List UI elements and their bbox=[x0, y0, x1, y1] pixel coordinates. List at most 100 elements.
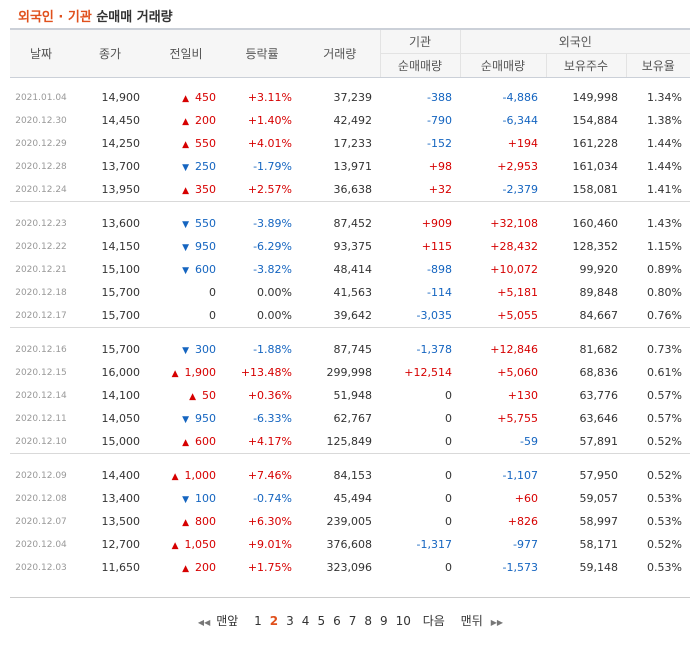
page-link-7[interactable]: 7 bbox=[348, 614, 357, 628]
close-cell: 14,250 bbox=[101, 137, 141, 150]
inst-net-cell: +32 bbox=[428, 183, 452, 196]
table-row: 2020.12.03 11,650 ▲ 200 +1.75% 323,096 0 -1,573… bbox=[10, 556, 690, 579]
change-cell: 0 bbox=[148, 304, 224, 328]
date-cell: 2020.12.09 bbox=[15, 470, 67, 481]
holdings-cell: 161,228 bbox=[572, 137, 619, 150]
table-row: 2020.12.10 15,000 ▲ 600 +4.17% 125,849 0 -59 57,… bbox=[10, 430, 690, 454]
up-triangle-icon: ▲ bbox=[182, 186, 189, 196]
page-link-5[interactable]: 5 bbox=[317, 614, 326, 628]
table-row: 2020.12.24 13,950 ▲ 350 +2.57% 36,638 +32 -2,37… bbox=[10, 178, 690, 202]
change-cell: ▼ 300 bbox=[148, 338, 224, 361]
change-cell: ▲ 1,050 bbox=[148, 533, 224, 556]
table-row: 2020.12.30 14,450 ▲ 200 +1.40% 42,492 -790 -6,3… bbox=[10, 109, 690, 132]
down-triangle-icon: ▼ bbox=[182, 163, 189, 173]
change-cell: ▼ 100 bbox=[148, 487, 224, 510]
change-value: 0 bbox=[209, 309, 216, 322]
top-spacer bbox=[10, 78, 690, 87]
inst-net-cell: -1,378 bbox=[416, 343, 452, 356]
inst-net-cell: 0 bbox=[445, 412, 452, 425]
down-triangle-icon: ▼ bbox=[182, 243, 189, 253]
page-link-1[interactable]: 1 bbox=[254, 614, 262, 628]
page-link-8[interactable]: 8 bbox=[364, 614, 372, 628]
change-cell: ▼ 250 bbox=[148, 155, 224, 178]
page-link-6[interactable]: 6 bbox=[333, 614, 341, 628]
header-inst-net: 순매매량 bbox=[379, 53, 460, 78]
rate-cell: +9.01% bbox=[247, 538, 292, 551]
volume-cell: 13,971 bbox=[333, 160, 373, 173]
date-cell: 2021.01.04 bbox=[15, 92, 67, 103]
header-date: 날짜 bbox=[10, 28, 72, 78]
table-body: 2021.01.04 14,900 ▲ 450 +3.11% 37,239 -388 -4,8… bbox=[10, 78, 690, 580]
page-link-4[interactable]: 4 bbox=[301, 614, 310, 628]
close-cell: 13,950 bbox=[101, 183, 141, 196]
rate-cell: +4.17% bbox=[247, 435, 292, 448]
change-value: 550 bbox=[195, 137, 216, 150]
change-value: 100 bbox=[195, 492, 216, 505]
table-row: 2020.12.11 14,050 ▼ 950 -6.33% 62,767 0 +5,755 6… bbox=[10, 407, 690, 430]
foreign-net-cell: +826 bbox=[507, 515, 538, 528]
table-row: 2020.12.29 14,250 ▲ 550 +4.01% 17,233 -152 +194… bbox=[10, 132, 690, 155]
page-link-9[interactable]: 9 bbox=[380, 614, 388, 628]
header-rate: 등락률 bbox=[224, 28, 300, 78]
close-cell: 14,150 bbox=[101, 240, 141, 253]
volume-cell: 39,642 bbox=[333, 309, 373, 322]
inst-net-cell: +12,514 bbox=[404, 366, 452, 379]
volume-cell: 45,494 bbox=[333, 492, 373, 505]
last-page-label: 맨뒤 bbox=[460, 614, 483, 628]
change-cell: ▲ 200 bbox=[148, 109, 224, 132]
ratio-cell: 1.38% bbox=[647, 114, 682, 127]
close-cell: 15,700 bbox=[101, 309, 141, 322]
last-page-link[interactable]: 맨뒤 ▶▶ bbox=[457, 612, 505, 629]
holdings-cell: 57,891 bbox=[579, 435, 619, 448]
holdings-cell: 68,836 bbox=[579, 366, 619, 379]
ratio-cell: 0.53% bbox=[647, 492, 682, 505]
change-value: 950 bbox=[195, 412, 216, 425]
ratio-cell: 0.53% bbox=[647, 515, 682, 528]
change-value: 1,000 bbox=[184, 469, 217, 482]
volume-cell: 93,375 bbox=[333, 240, 373, 253]
next-page-link[interactable]: 다음 bbox=[422, 614, 445, 628]
close-cell: 15,700 bbox=[101, 343, 141, 356]
header-foreign-ratio: 보유율 bbox=[625, 53, 690, 78]
table-row: 2020.12.23 13,600 ▼ 550 -3.89% 87,452 +909 +32,… bbox=[10, 212, 690, 235]
rate-cell: +6.30% bbox=[247, 515, 292, 528]
holdings-cell: 58,171 bbox=[579, 538, 619, 551]
ratio-cell: 1.34% bbox=[647, 91, 682, 104]
table-row: 2020.12.04 12,700 ▲ 1,050 +9.01% 376,608 -1,31… bbox=[10, 533, 690, 556]
date-cell: 2020.12.16 bbox=[15, 344, 67, 355]
change-value: 300 bbox=[195, 343, 216, 356]
date-cell: 2020.12.08 bbox=[15, 493, 67, 504]
volume-cell: 51,948 bbox=[333, 389, 373, 402]
up-triangle-icon: ▲ bbox=[182, 117, 189, 127]
down-triangle-icon: ▼ bbox=[182, 266, 189, 276]
volume-cell: 36,638 bbox=[333, 183, 373, 196]
holdings-cell: 84,667 bbox=[579, 309, 619, 322]
date-cell: 2020.12.15 bbox=[15, 367, 67, 378]
holdings-cell: 154,884 bbox=[572, 114, 619, 127]
page-link-10[interactable]: 10 bbox=[395, 614, 411, 628]
rate-cell: +1.75% bbox=[247, 561, 292, 574]
ratio-cell: 0.52% bbox=[647, 538, 682, 551]
ratio-cell: 1.15% bbox=[647, 240, 682, 253]
date-cell: 2020.12.14 bbox=[15, 390, 67, 401]
change-value: 600 bbox=[195, 263, 216, 276]
inst-net-cell: +909 bbox=[421, 217, 452, 230]
close-cell: 11,650 bbox=[101, 561, 141, 574]
close-cell: 14,100 bbox=[101, 389, 141, 402]
foreign-net-cell: +12,846 bbox=[490, 343, 538, 356]
page-link-3[interactable]: 3 bbox=[286, 614, 294, 628]
holdings-cell: 99,920 bbox=[579, 263, 619, 276]
first-page-link[interactable]: ◀◀ 맨앞 bbox=[194, 612, 242, 629]
page-link-2[interactable]: 2 bbox=[269, 614, 279, 628]
foreign-net-cell: -4,886 bbox=[502, 91, 538, 104]
volume-cell: 17,233 bbox=[333, 137, 373, 150]
date-cell: 2020.12.04 bbox=[15, 539, 67, 550]
date-cell: 2020.12.11 bbox=[15, 413, 67, 424]
inst-net-cell: -790 bbox=[427, 114, 452, 127]
change-value: 200 bbox=[195, 114, 216, 127]
close-cell: 15,700 bbox=[101, 286, 141, 299]
inst-net-cell: -3,035 bbox=[416, 309, 452, 322]
rate-cell: 0.00% bbox=[257, 309, 292, 322]
change-value: 350 bbox=[195, 183, 216, 196]
inst-net-cell: 0 bbox=[445, 515, 452, 528]
